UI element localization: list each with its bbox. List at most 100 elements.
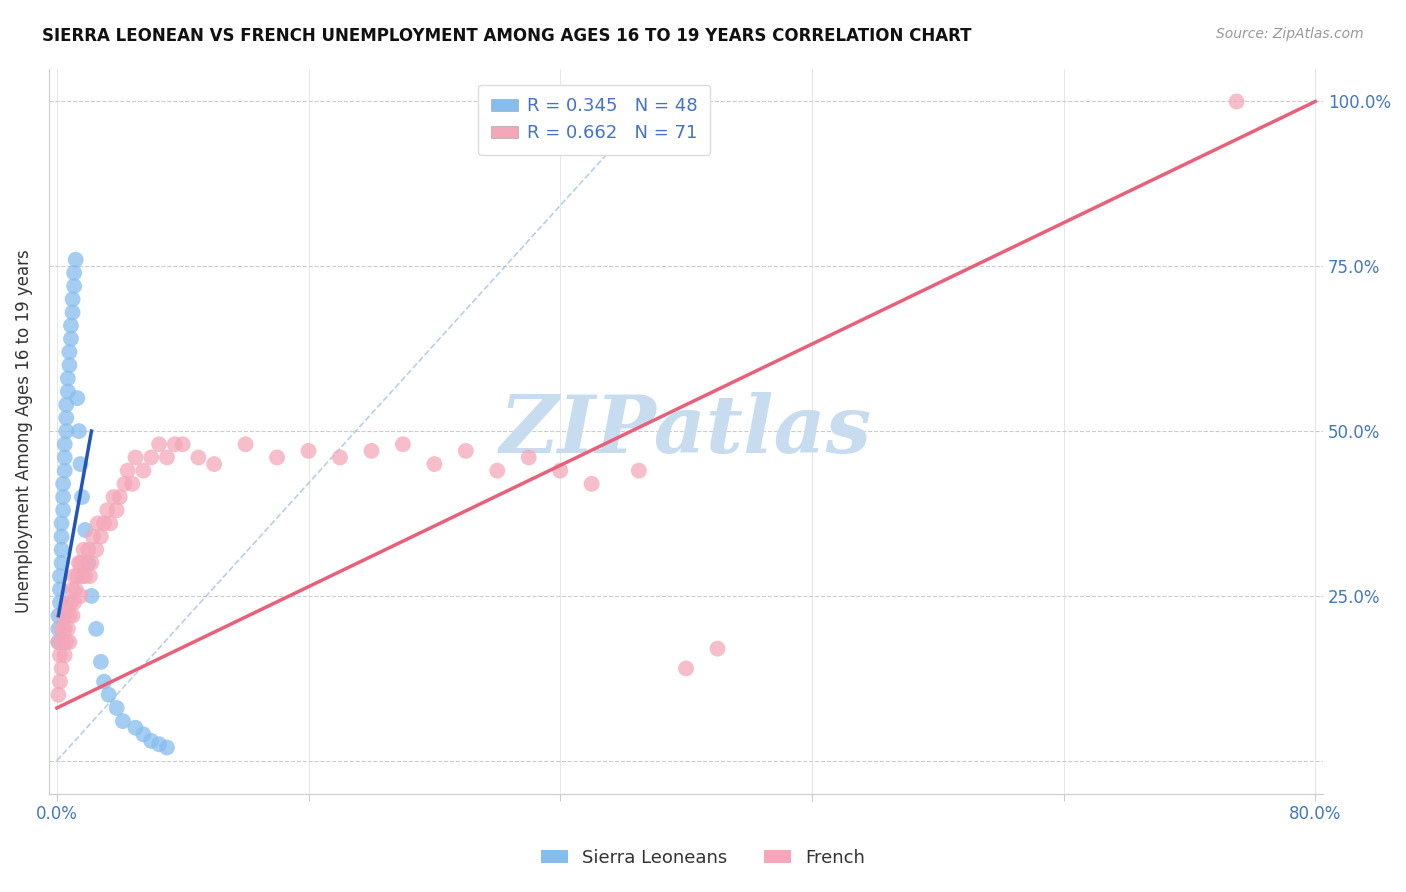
Point — [329, 450, 352, 465]
Point — [48, 688, 70, 702]
Point — [90, 655, 112, 669]
Point — [63, 266, 86, 280]
Point — [235, 437, 257, 451]
Point — [124, 450, 146, 465]
Point — [66, 569, 89, 583]
Point — [53, 437, 76, 451]
Point — [62, 582, 84, 597]
Point — [1226, 95, 1249, 109]
Point — [53, 622, 76, 636]
Point — [70, 569, 93, 583]
Point — [675, 661, 697, 675]
Point — [392, 437, 415, 451]
Point — [163, 437, 186, 451]
Point — [156, 450, 179, 465]
Point — [55, 398, 77, 412]
Point — [148, 437, 170, 451]
Point — [56, 371, 79, 385]
Point — [103, 490, 125, 504]
Point — [93, 516, 115, 531]
Point — [627, 464, 650, 478]
Point — [87, 516, 110, 531]
Point — [105, 503, 128, 517]
Point — [48, 622, 70, 636]
Point — [117, 464, 139, 478]
Point — [76, 556, 98, 570]
Point — [486, 464, 509, 478]
Point — [49, 674, 72, 689]
Point — [51, 542, 73, 557]
Point — [49, 595, 72, 609]
Point — [70, 490, 93, 504]
Point — [82, 530, 104, 544]
Point — [48, 635, 70, 649]
Point — [53, 450, 76, 465]
Point — [59, 595, 82, 609]
Point — [66, 391, 89, 405]
Point — [111, 714, 134, 728]
Point — [517, 450, 540, 465]
Point — [58, 345, 80, 359]
Point — [548, 464, 571, 478]
Point — [84, 622, 107, 636]
Legend: Sierra Leoneans, French: Sierra Leoneans, French — [534, 842, 872, 874]
Point — [454, 443, 477, 458]
Point — [67, 556, 90, 570]
Point — [55, 411, 77, 425]
Point — [97, 688, 120, 702]
Point — [148, 737, 170, 751]
Point — [51, 661, 73, 675]
Point — [51, 516, 73, 531]
Point — [52, 476, 75, 491]
Point — [172, 437, 194, 451]
Point — [56, 384, 79, 399]
Point — [132, 464, 155, 478]
Point — [52, 503, 75, 517]
Point — [80, 589, 103, 603]
Point — [105, 701, 128, 715]
Point — [202, 457, 225, 471]
Point — [581, 476, 603, 491]
Point — [48, 608, 70, 623]
Point — [67, 424, 90, 438]
Point — [58, 358, 80, 372]
Point — [53, 648, 76, 663]
Point — [55, 424, 77, 438]
Y-axis label: Unemployment Among Ages 16 to 19 years: Unemployment Among Ages 16 to 19 years — [15, 249, 32, 613]
Point — [59, 332, 82, 346]
Point — [69, 589, 91, 603]
Legend: R = 0.345   N = 48, R = 0.662   N = 71: R = 0.345 N = 48, R = 0.662 N = 71 — [478, 85, 710, 155]
Point — [56, 622, 79, 636]
Point — [55, 635, 77, 649]
Point — [72, 542, 94, 557]
Point — [98, 516, 121, 531]
Point — [423, 457, 446, 471]
Point — [121, 476, 143, 491]
Point — [48, 635, 70, 649]
Point — [59, 318, 82, 333]
Text: ZIPatlas: ZIPatlas — [501, 392, 872, 470]
Point — [49, 582, 72, 597]
Point — [58, 608, 80, 623]
Point — [141, 450, 163, 465]
Point — [360, 443, 382, 458]
Point — [51, 622, 73, 636]
Point — [266, 450, 288, 465]
Point — [63, 279, 86, 293]
Point — [156, 740, 179, 755]
Point — [77, 542, 100, 557]
Point — [56, 595, 79, 609]
Text: SIERRA LEONEAN VS FRENCH UNEMPLOYMENT AMONG AGES 16 TO 19 YEARS CORRELATION CHAR: SIERRA LEONEAN VS FRENCH UNEMPLOYMENT AM… — [42, 27, 972, 45]
Point — [52, 635, 75, 649]
Point — [75, 523, 97, 537]
Point — [53, 464, 76, 478]
Point — [51, 556, 73, 570]
Text: Source: ZipAtlas.com: Source: ZipAtlas.com — [1216, 27, 1364, 41]
Point — [49, 569, 72, 583]
Point — [77, 556, 100, 570]
Point — [65, 252, 87, 267]
Point — [69, 556, 91, 570]
Point — [52, 490, 75, 504]
Point — [62, 608, 84, 623]
Point — [706, 641, 728, 656]
